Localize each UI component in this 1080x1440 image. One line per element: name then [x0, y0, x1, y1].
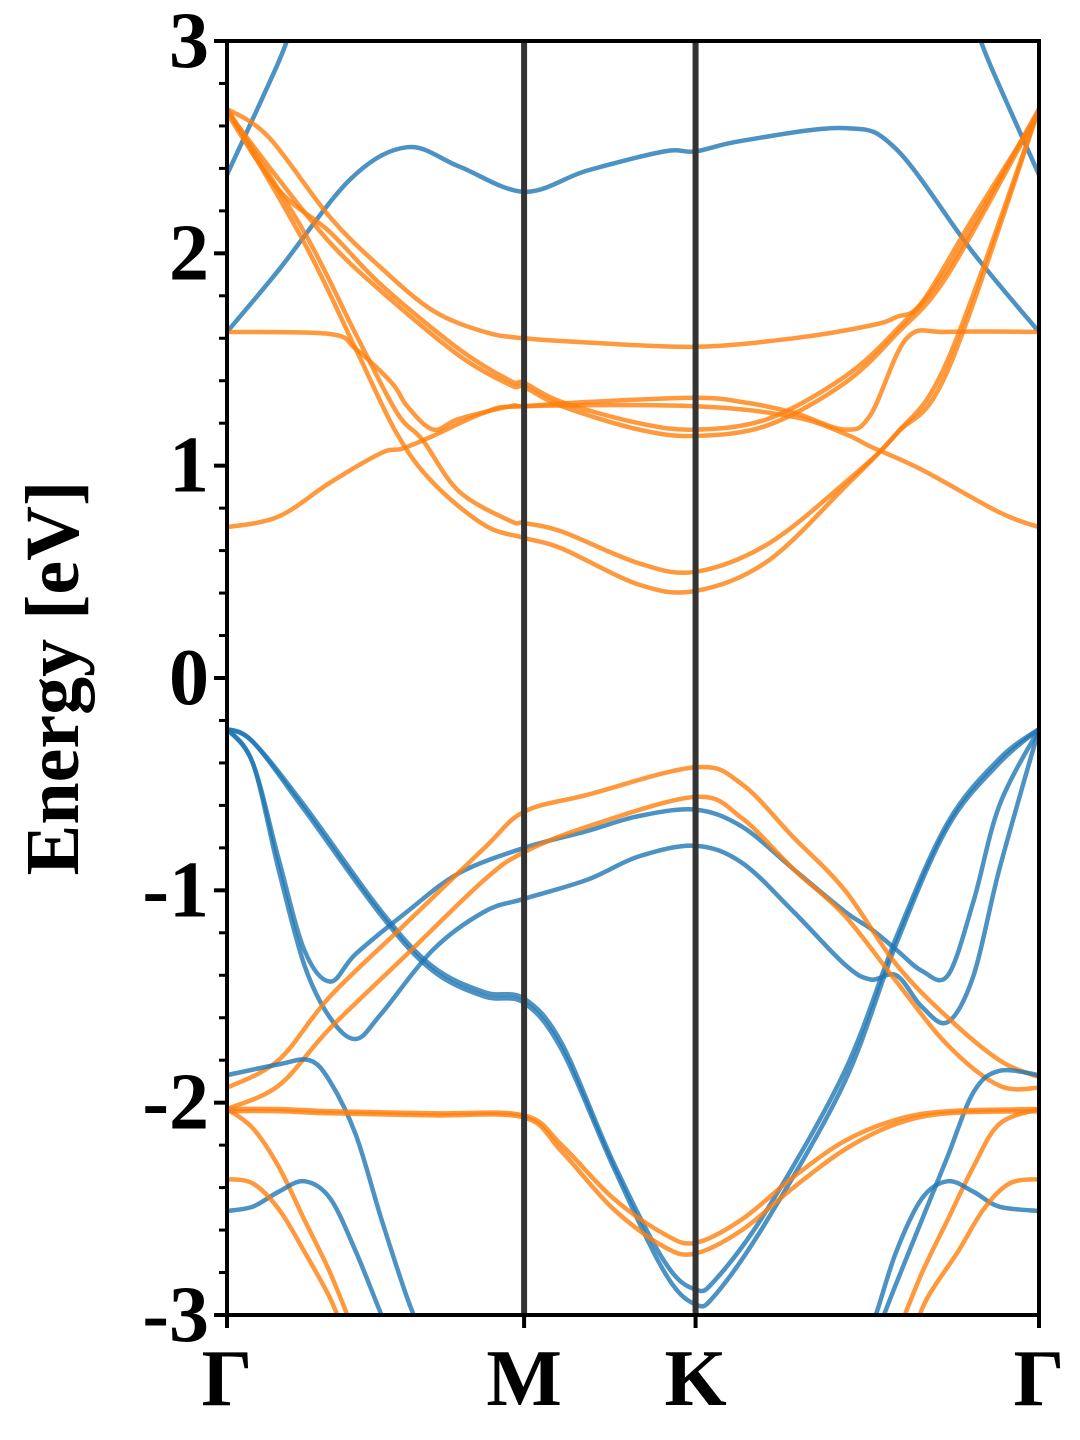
- band-line-orange-15: [227, 794, 1039, 1112]
- band-line-blue-12: [227, 727, 1039, 984]
- x-tick-label: K: [664, 1335, 726, 1423]
- k-point-lines: [521, 41, 699, 1315]
- y-tick-label: -2: [142, 1059, 209, 1147]
- y-tick-label: 2: [169, 209, 209, 297]
- x-tick-label: Γ: [1014, 1335, 1065, 1423]
- band-line-blue-1: [227, 125, 1039, 334]
- band-line-orange-14: [227, 764, 1039, 1090]
- band-line-blue-10: [227, 726, 1039, 1309]
- band-line-blue-16: [227, 1057, 417, 1315]
- band-line-orange-8: [227, 107, 1039, 595]
- band-line-blue-13: [227, 727, 1039, 1042]
- band-line-blue-11: [227, 726, 1039, 1294]
- y-tick-label: -1: [142, 846, 209, 934]
- band-line-orange-5: [227, 109, 1039, 439]
- y-ticks: 3 2 1 0 -1 -2 -3: [142, 0, 227, 1359]
- y-tick-label: 3: [169, 0, 209, 85]
- y-tick-label: -3: [142, 1271, 209, 1359]
- band-line-orange-25: [917, 1176, 1039, 1315]
- band-line-orange-24: [227, 1176, 340, 1315]
- x-tick-label: Γ: [202, 1335, 253, 1423]
- y-tick-label: 1: [169, 422, 209, 510]
- plot-frame: [225, 39, 1041, 1317]
- band-line-orange-21: [902, 1106, 1039, 1315]
- bands: [227, 41, 1039, 1315]
- y-axis-label: Energy [eV]: [11, 481, 95, 876]
- band-line-orange-9: [227, 402, 1039, 530]
- y-tick-label: 0: [169, 634, 209, 722]
- band-line-blue-23: [873, 1178, 1039, 1315]
- band-line-blue-2: [978, 41, 1039, 176]
- band-line-orange-20: [227, 1107, 350, 1315]
- band-line-blue-22: [227, 1178, 384, 1315]
- x-tick-label: M: [486, 1335, 562, 1423]
- band-line-blue-17: [881, 1067, 1039, 1315]
- band-line-blue-0: [227, 41, 290, 176]
- band-line-orange-19: [227, 1108, 1039, 1257]
- band-line-orange-6: [227, 328, 1039, 433]
